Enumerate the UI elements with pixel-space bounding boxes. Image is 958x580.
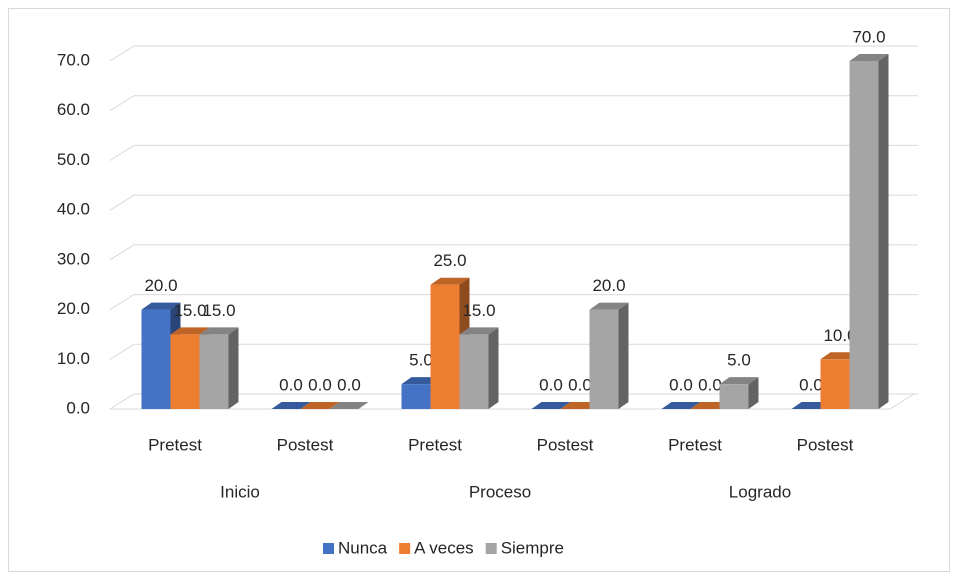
data-label: 10.0 [823,326,856,345]
bar-top [170,327,210,335]
bar [820,359,850,409]
bar [719,384,749,409]
chart-border [8,8,950,572]
bar [401,384,431,409]
y-tick-label: 20.0 [57,299,90,318]
x-tick-label: Pretest [668,435,722,454]
bar [849,61,879,409]
bar-side [878,54,889,409]
data-label: 70.0 [852,27,885,46]
bar-side [488,327,499,409]
data-label: 0.0 [308,375,332,394]
data-label: 5.0 [727,351,751,370]
data-label: 5.0 [409,351,433,370]
bar [459,334,489,409]
bar-top [531,402,571,409]
data-label: 0.0 [279,375,303,394]
grid-line [109,45,918,62]
grid-line [109,294,918,310]
data-label: 15.0 [462,301,495,320]
grid-line [109,194,918,211]
data-label: 0.0 [799,375,823,394]
data-label: 0.0 [698,375,722,394]
bar [170,334,200,409]
grid-line [109,393,918,410]
y-tick-label: 0.0 [66,398,90,417]
data-label: 15.0 [202,301,235,320]
legend-label: A veces [414,538,474,557]
bar-side [228,327,239,409]
x-tick-label: Pretest [148,435,202,454]
legend-swatch [399,543,411,554]
y-tick-label: 40.0 [57,200,90,219]
bar-top [459,327,499,335]
bar-top [661,402,701,409]
bar-top [589,302,629,310]
group-label: Inicio [220,482,260,501]
data-label: 0.0 [669,375,693,394]
y-tick-label: 50.0 [57,150,90,169]
x-tick-label: Postest [537,435,594,454]
bar [199,334,229,409]
bar-top [329,402,369,409]
x-tick-label: Pretest [408,435,462,454]
y-tick-label: 70.0 [57,50,90,69]
bar-top [430,277,470,285]
floor [110,393,915,410]
data-label: 0.0 [568,375,592,394]
bar-top [849,54,889,61]
data-label: 15.0 [173,301,206,320]
y-tick-label: 30.0 [57,249,90,268]
data-label: 0.0 [539,375,563,394]
bar-top [300,402,340,409]
data-label: 20.0 [144,276,177,295]
bar-top [141,302,181,310]
bar-top [271,402,311,409]
legend-label: Siempre [501,538,564,557]
group-label: Logrado [729,482,791,501]
grid-line [109,95,918,112]
y-tick-label: 60.0 [57,100,90,119]
bar-side [618,302,629,409]
legend-swatch [485,543,497,554]
group-label: Proceso [469,482,531,501]
grid-line [109,144,918,161]
x-tick-label: Postest [277,435,334,454]
bar [430,284,460,409]
data-label: 20.0 [592,276,625,295]
bar-top [719,377,759,385]
legend-swatch [323,543,334,554]
data-label: 25.0 [433,251,466,270]
bar [141,309,171,409]
y-tick-label: 10.0 [57,349,90,368]
grid-line [109,244,918,261]
bar-top [199,327,239,335]
data-label: 0.0 [337,375,361,394]
bar-side [748,377,759,409]
bar [589,309,619,409]
x-tick-label: Postest [797,435,854,454]
grid-line [109,343,918,360]
legend-label: Nunca [338,538,388,557]
